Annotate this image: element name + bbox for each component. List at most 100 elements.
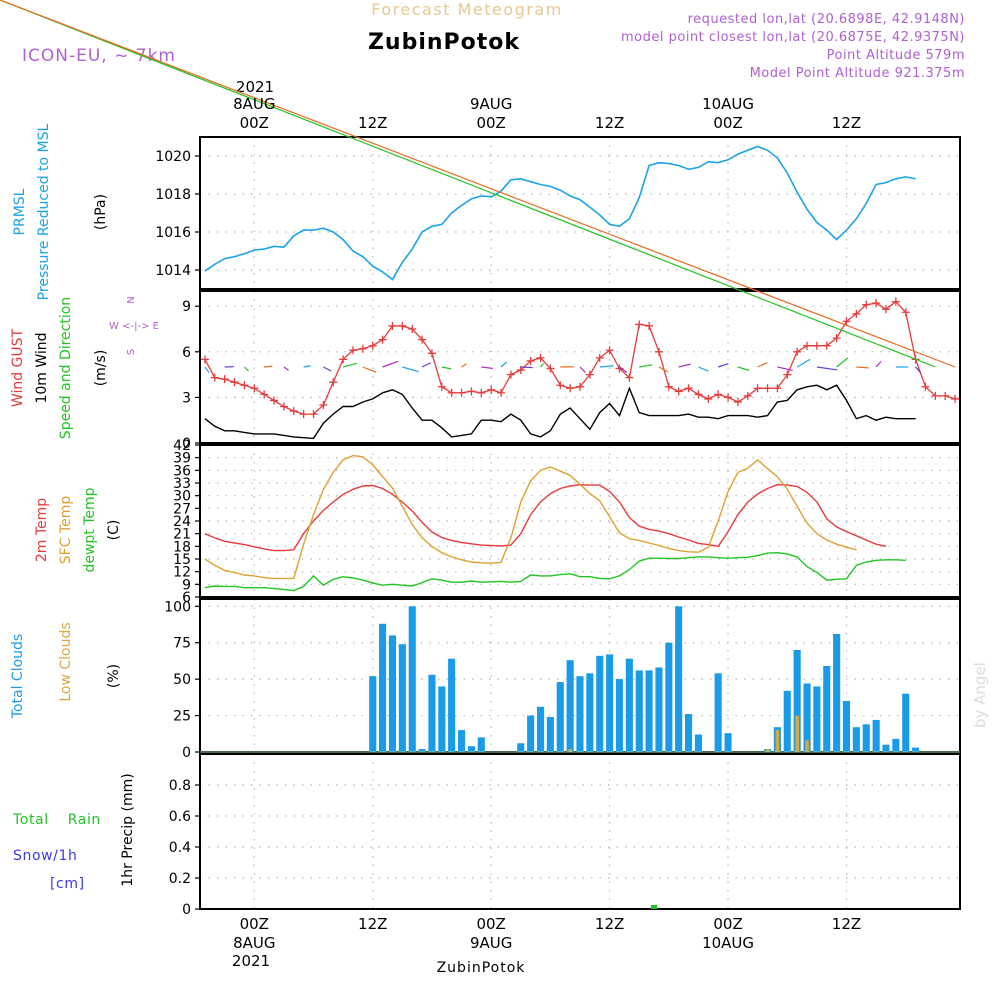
cloud-total-bar: [685, 714, 692, 752]
y-tick-label: 0.2: [169, 871, 191, 887]
pressure-label-3: (hPa): [93, 194, 109, 230]
cloud-total-bar: [655, 668, 662, 753]
temp-label-units: (C): [106, 520, 122, 541]
cloud-low-bar: [805, 740, 809, 752]
cloud-total-bar: [646, 670, 653, 752]
cloud-total-bar: [547, 717, 554, 752]
cloud-total-bar: [823, 666, 830, 752]
point-altitude: Point Altitude 579m: [827, 48, 965, 63]
wind-label-10m: 10m Wind: [34, 332, 50, 403]
panel-bg: [200, 137, 960, 289]
top-hour-label: 12Z: [595, 114, 624, 132]
cloud-total-bar: [409, 606, 416, 752]
cloud-label-total: Total Clouds: [10, 634, 26, 719]
cloud-total-bar: [853, 727, 860, 752]
cloud-total-bar: [843, 701, 850, 752]
cloud-total-bar: [567, 660, 574, 752]
pressure-labels: PRMSL Pressure Reduced to MSL (hPa): [12, 123, 109, 300]
top-hour-label: 00Z: [713, 114, 742, 132]
cloud-total-bar: [715, 673, 722, 752]
cloud-total-bar: [882, 745, 889, 752]
cloud-total-bar: [873, 720, 880, 752]
bottom-date-label: 10AUG: [702, 934, 754, 952]
cloud-total-bar: [517, 743, 524, 752]
cloud-total-bar: [695, 735, 702, 753]
top-date-label: 8AUG: [233, 95, 275, 113]
panel-precipitation: 00.20.40.60.8: [169, 754, 960, 918]
precip-label-units: 1hr Precip (mm): [120, 773, 136, 886]
cloud-total-bar: [468, 746, 475, 752]
temp-label-sfc: SFC Temp: [58, 496, 74, 565]
y-tick-label: 50: [173, 672, 191, 688]
y-tick-label: 42: [173, 438, 191, 454]
y-tick-label: 1016: [155, 225, 191, 241]
wind-label-gust: Wind GUST: [10, 328, 26, 407]
y-tick-label: 25: [173, 709, 191, 725]
precip-label-cm: [cm]: [50, 876, 85, 892]
wind-labels: Wind GUST 10m Wind Speed and Direction (…: [10, 296, 159, 439]
cloud-total-bar: [596, 656, 603, 752]
cloud-total-bar: [586, 673, 593, 752]
pressure-label-2: Pressure Reduced to MSL: [36, 123, 52, 300]
temp-label-dew: dewpt Temp: [82, 487, 98, 572]
bottom-date-label: 9AUG: [470, 934, 512, 952]
precip-label-snow: Snow/1h: [13, 848, 77, 864]
cloud-total-bar: [399, 644, 406, 752]
y-tick-label: 75: [173, 636, 191, 652]
y-tick-label: 0: [182, 902, 191, 918]
model-name: ICON-EU, ~ 7km: [22, 46, 176, 66]
cloud-total-bar: [725, 733, 732, 752]
y-tick-label: 6: [182, 345, 191, 361]
cloud-total-bar: [675, 606, 682, 752]
cloud-low-bar: [776, 730, 780, 752]
bottom-year: 2021: [232, 952, 270, 970]
cloud-total-bar: [389, 635, 396, 752]
chart-title: Forecast Meteogram: [371, 0, 562, 19]
y-tick-label: 9: [182, 299, 191, 315]
y-tick-label: 0.6: [169, 809, 191, 825]
y-tick-label: 0: [182, 745, 191, 761]
closest-coords: model point closest lon,lat (20.6875E, 4…: [621, 30, 965, 45]
cloud-total-bar: [438, 686, 445, 752]
cloud-total-bar: [616, 679, 623, 752]
footer-location: ZubinPotok: [437, 960, 526, 976]
temp-label-2m: 2m Temp: [34, 498, 50, 562]
y-tick-label: 1020: [155, 149, 191, 165]
cloud-label-low: Low Clouds: [58, 622, 74, 701]
cloud-total-bar: [576, 676, 583, 752]
wind-dir-arrow: [521, 367, 533, 368]
top-date-label: 10AUG: [702, 95, 754, 113]
bottom-hour-label: 12Z: [358, 915, 387, 933]
cloud-total-bar: [369, 676, 376, 752]
pressure-label-1: PRMSL: [12, 188, 28, 235]
cloud-total-bar: [606, 654, 613, 752]
requested-coords: requested lon,lat (20.6898E, 42.9148N): [688, 12, 965, 27]
top-hour-label: 12Z: [358, 114, 387, 132]
rain-bar: [651, 905, 657, 909]
cloud-total-bar: [912, 748, 919, 752]
y-tick-label: 100: [164, 599, 191, 615]
bottom-hour-label: 12Z: [832, 915, 861, 933]
cloud-label-units: (%): [106, 664, 122, 688]
cloud-total-bar: [458, 730, 465, 752]
y-tick-label: 1018: [155, 187, 191, 203]
cloud-total-bar: [863, 724, 870, 752]
cloud-total-bar: [537, 707, 544, 752]
cloud-total-bar: [626, 659, 633, 752]
y-tick-label: 0.4: [169, 840, 191, 856]
compass-s: S: [126, 349, 137, 355]
cloud-total-bar: [892, 739, 899, 752]
cloud-total-bar: [813, 686, 820, 752]
panel-clouds: 0 25 50 75 100: [164, 599, 960, 761]
bottom-hour-label: 00Z: [713, 915, 742, 933]
cloud-total-bar: [902, 694, 909, 752]
cloud-total-bar: [833, 634, 840, 752]
wind-label-dir: Speed and Direction: [58, 297, 74, 439]
cloud-total-bar: [379, 624, 386, 752]
top-date-label: 9AUG: [470, 95, 512, 113]
cloud-total-bar: [665, 643, 672, 752]
